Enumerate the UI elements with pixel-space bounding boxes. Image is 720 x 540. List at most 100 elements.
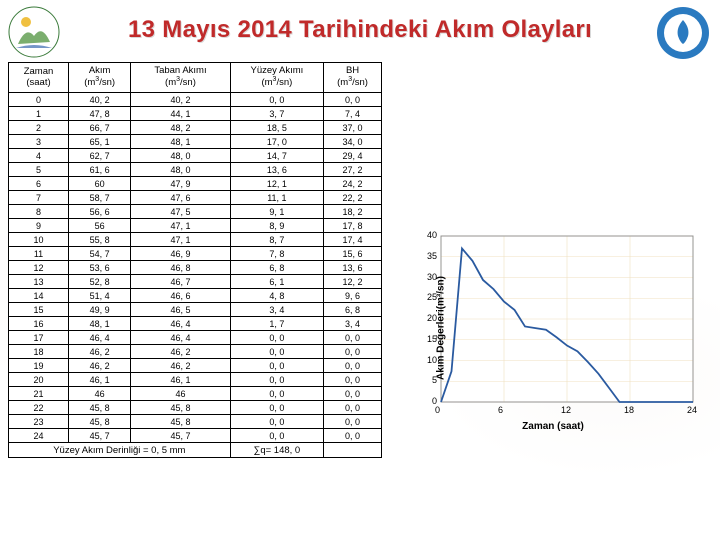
x-tick: 0 [435, 405, 440, 415]
table-cell: 0, 0 [230, 429, 323, 443]
table-cell: 55, 8 [69, 233, 131, 247]
table-cell: 4, 8 [230, 289, 323, 303]
table-cell: 14 [9, 289, 69, 303]
footer-depth: Yüzey Akım Derinliği = 0, 5 mm [9, 443, 231, 458]
table-cell: 61, 6 [69, 163, 131, 177]
y-tick: 35 [423, 251, 437, 261]
table-cell: 21 [9, 387, 69, 401]
table-cell: 20 [9, 373, 69, 387]
table-cell: 47, 6 [131, 191, 230, 205]
table-cell: 12, 2 [324, 275, 382, 289]
table-row: 1055, 847, 18, 717, 4 [9, 233, 382, 247]
table-row: 1352, 846, 76, 112, 2 [9, 275, 382, 289]
table-cell: 44, 1 [131, 107, 230, 121]
col-header: Akım (m3/sn) [69, 63, 131, 93]
table-cell: 6 [9, 177, 69, 191]
table-cell: 8 [9, 205, 69, 219]
table-cell: 56 [69, 219, 131, 233]
table-cell: 16 [9, 317, 69, 331]
table-cell: 52, 8 [69, 275, 131, 289]
col-header: Taban Akımı (m3/sn) [131, 63, 230, 93]
table-cell: 46, 4 [69, 331, 131, 345]
table-cell: 19 [9, 359, 69, 373]
table-cell: 47, 5 [131, 205, 230, 219]
table-cell: 46, 1 [131, 373, 230, 387]
table-row: 2345, 845, 80, 00, 0 [9, 415, 382, 429]
col-header: Yüzey Akımı (m3/sn) [230, 63, 323, 93]
table-cell: 8, 9 [230, 219, 323, 233]
table-cell: 45, 8 [69, 401, 131, 415]
table-cell: 0 [9, 93, 69, 107]
table-row: 2046, 146, 10, 00, 0 [9, 373, 382, 387]
table-cell: 34, 0 [324, 135, 382, 149]
table-cell: 6, 1 [230, 275, 323, 289]
table-cell: 46 [69, 387, 131, 401]
footer-sum: ∑q= 148, 0 [230, 443, 323, 458]
table-cell: 54, 7 [69, 247, 131, 261]
table-cell: 46, 2 [69, 359, 131, 373]
table-row: 365, 148, 117, 034, 0 [9, 135, 382, 149]
table-cell: 29, 4 [324, 149, 382, 163]
x-axis-label: Zaman (saat) [522, 421, 584, 432]
table-cell: 13, 6 [324, 261, 382, 275]
table-cell: 9, 6 [324, 289, 382, 303]
table-cell: 53, 6 [69, 261, 131, 275]
table-row: 1648, 146, 41, 73, 4 [9, 317, 382, 331]
table-cell: 3 [9, 135, 69, 149]
table-cell: 0, 0 [230, 373, 323, 387]
table-cell: 47, 9 [131, 177, 230, 191]
table-cell: 56, 6 [69, 205, 131, 219]
table-cell: 47, 8 [69, 107, 131, 121]
table-row: 2245, 845, 80, 00, 0 [9, 401, 382, 415]
table-cell: 0, 0 [230, 93, 323, 107]
table-cell: 17, 4 [324, 233, 382, 247]
table-cell: 11, 1 [230, 191, 323, 205]
table-row: 1154, 746, 97, 815, 6 [9, 247, 382, 261]
table-cell: 45, 8 [69, 415, 131, 429]
table-cell: 46, 9 [131, 247, 230, 261]
table-cell: 6, 8 [230, 261, 323, 275]
table-cell: 48, 2 [131, 121, 230, 135]
x-tick: 24 [687, 405, 697, 415]
table-cell: 13, 6 [230, 163, 323, 177]
table-cell: 0, 0 [324, 359, 382, 373]
table-cell: 47, 1 [131, 233, 230, 247]
table-cell: 9 [9, 219, 69, 233]
table-cell: 0, 0 [324, 401, 382, 415]
table-cell: 48, 0 [131, 149, 230, 163]
table-cell: 0, 0 [324, 415, 382, 429]
flow-table: Zaman (saat)Akım (m3/sn)Taban Akımı (m3/… [8, 62, 382, 458]
table-row: 856, 647, 59, 118, 2 [9, 205, 382, 219]
table-cell: 45, 7 [69, 429, 131, 443]
table-cell: 46, 1 [69, 373, 131, 387]
table-cell: 15, 6 [324, 247, 382, 261]
table-cell: 45, 7 [131, 429, 230, 443]
table-cell: 0, 0 [230, 401, 323, 415]
table-cell: 0, 0 [324, 387, 382, 401]
table-cell: 9, 1 [230, 205, 323, 219]
table-cell: 18, 5 [230, 121, 323, 135]
y-tick: 5 [423, 375, 437, 385]
table-cell: 18, 2 [324, 205, 382, 219]
y-tick: 20 [423, 313, 437, 323]
table-cell: 0, 0 [324, 373, 382, 387]
table-cell: 24 [9, 429, 69, 443]
table-cell: 0, 0 [324, 429, 382, 443]
table-cell: 4 [9, 149, 69, 163]
table-row: 758, 747, 611, 122, 2 [9, 191, 382, 205]
x-tick: 18 [624, 405, 634, 415]
table-cell: 7 [9, 191, 69, 205]
table-cell: 46, 2 [131, 359, 230, 373]
table-row: 462, 748, 014, 729, 4 [9, 149, 382, 163]
col-header: Zaman (saat) [9, 63, 69, 93]
table-cell: 45, 8 [131, 401, 230, 415]
table-cell: 47, 1 [131, 219, 230, 233]
table-cell: 46, 4 [131, 317, 230, 331]
table-cell: 22, 2 [324, 191, 382, 205]
table-cell: 48, 0 [131, 163, 230, 177]
table-cell: 0, 0 [324, 345, 382, 359]
table-cell: 8, 7 [230, 233, 323, 247]
table-cell: 17 [9, 331, 69, 345]
y-tick: 40 [423, 230, 437, 240]
table-cell: 46 [131, 387, 230, 401]
